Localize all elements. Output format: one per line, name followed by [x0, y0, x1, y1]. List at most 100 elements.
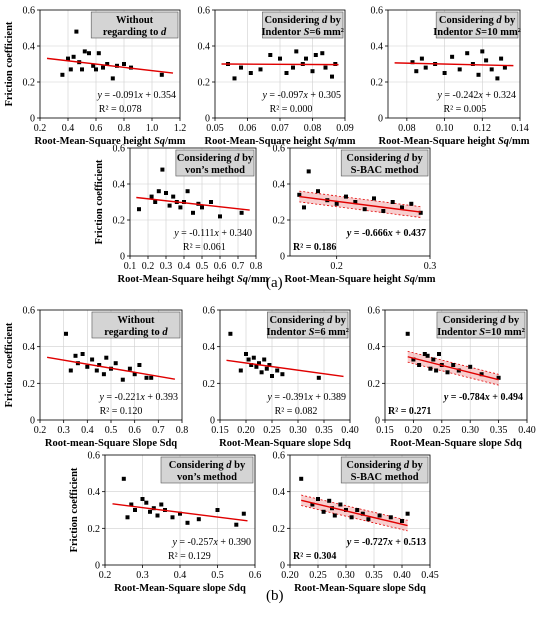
x-tick-label: 0.7 [152, 425, 165, 436]
data-point [66, 56, 70, 61]
data-point [428, 366, 433, 371]
data-point [85, 364, 90, 369]
x-tick-label: 0.40 [393, 570, 411, 581]
x-tick-label: 0.4 [81, 425, 94, 436]
x-tick-label: 0.3 [160, 261, 173, 272]
data-point [234, 522, 239, 527]
data-point [149, 194, 154, 199]
panel-label-a: (a) [266, 275, 283, 291]
data-point [496, 375, 501, 380]
data-point [239, 210, 244, 215]
data-point [330, 74, 334, 79]
data-point [320, 51, 325, 56]
data-point [164, 191, 168, 195]
x-axis-label: Root-Mean-Square slope Sdq [294, 583, 426, 594]
data-point [502, 65, 507, 70]
y-tick-label: 0.4 [198, 42, 211, 53]
plot-frame [289, 147, 431, 257]
fit-line [226, 359, 344, 378]
x-tick-label: 0.6 [128, 425, 141, 436]
data-point [353, 200, 358, 204]
x-tick-label: 0.30 [289, 425, 307, 436]
chart-a5: 0 0.2 0.4 0.6 0.2 0.3 Root-Mean-Square height … [273, 144, 437, 286]
data-point [94, 368, 99, 373]
data-point [299, 476, 304, 481]
data-point [80, 67, 84, 72]
y-tick-label: 0.2 [88, 524, 101, 535]
x-axis-label: Root-Mean-Square slope Sdq [219, 438, 351, 449]
data-point [209, 200, 213, 204]
y-tick-label: 0 [30, 416, 35, 427]
data-point [185, 189, 190, 194]
y-tick-label: 0.4 [273, 487, 286, 498]
data-point [338, 502, 343, 507]
y-tick-label: 0.4 [368, 342, 381, 353]
x-tick-label: 0.4 [62, 123, 75, 134]
x-tick-label: 0.2 [99, 570, 112, 581]
fit-line [301, 499, 408, 527]
data-point [171, 194, 176, 199]
x-tick-label: 0.35 [315, 425, 333, 436]
chart-title-line: Considering d by [346, 153, 423, 164]
data-point [362, 207, 367, 212]
data-point [232, 76, 237, 81]
fit-line [407, 356, 499, 381]
data-point [132, 372, 137, 377]
regression-equation: y = -0.091x + 0.354 [96, 90, 176, 101]
y-tick-label: 0.2 [203, 379, 216, 390]
title-box [435, 11, 519, 39]
data-point [140, 497, 145, 501]
data-point [480, 49, 485, 54]
x-tick-label: 1.2 [174, 123, 187, 134]
data-point [159, 502, 164, 507]
data-point [101, 65, 105, 70]
y-tick-label: 0.6 [203, 306, 216, 317]
chart-a3: 0 0.2 0.4 0.6 0.08 0.10 0.12 0.14 Root-Mean-Squa… [371, 6, 530, 148]
data-point [334, 201, 339, 206]
data-point [422, 352, 427, 356]
y-tick-label: 0 [30, 114, 35, 125]
x-tick-label: 0.20 [281, 570, 299, 581]
x-tick-label: 0.6 [90, 123, 103, 134]
data-point [310, 69, 315, 74]
data-point [476, 72, 481, 77]
y-tick-label: 0.6 [273, 451, 286, 462]
data-point [125, 515, 130, 520]
data-point [167, 203, 172, 208]
r-squared: R² = 0.082 [275, 406, 318, 417]
data-point [248, 71, 253, 75]
x-tick-label: 0.25 [263, 425, 281, 436]
y-axis-label: Friction coefficient [69, 467, 80, 552]
x-tick-label: 0.40 [518, 425, 536, 436]
data-point [87, 51, 91, 56]
data-point [137, 363, 142, 367]
data-point [323, 65, 328, 70]
x-tick-label: 0.1 [124, 261, 137, 272]
title-box [340, 149, 429, 177]
data-point [151, 506, 156, 511]
title-box [436, 311, 526, 339]
x-axis-label: Root-mean-Square Slope Sdq [45, 438, 177, 449]
data-point [400, 519, 404, 523]
chart-title-line: Without [117, 315, 155, 326]
data-point [313, 53, 318, 57]
data-point [278, 56, 282, 61]
chart-a2: 0 0.2 0.4 0.6 0.05 0.06 0.07 0.08 0.09 Root-Mean-… [198, 6, 356, 148]
data-point [377, 513, 382, 518]
x-tick-label: 0.10 [436, 123, 454, 134]
data-point [264, 366, 269, 371]
data-point [71, 54, 76, 59]
data-point [96, 51, 101, 56]
data-point [431, 357, 436, 362]
data-point [149, 375, 154, 380]
data-point [414, 69, 419, 74]
regression-equation: y = -0.111x + 0.340 [173, 228, 252, 239]
data-point [258, 67, 263, 72]
r-squared: R² = 0.061 [183, 242, 226, 253]
data-point [381, 209, 386, 213]
chart-title-line: Indentor S=10 mm² [437, 327, 525, 338]
x-tick-label: 0.45 [421, 570, 439, 581]
x-tick-label: 0.30 [461, 425, 479, 436]
